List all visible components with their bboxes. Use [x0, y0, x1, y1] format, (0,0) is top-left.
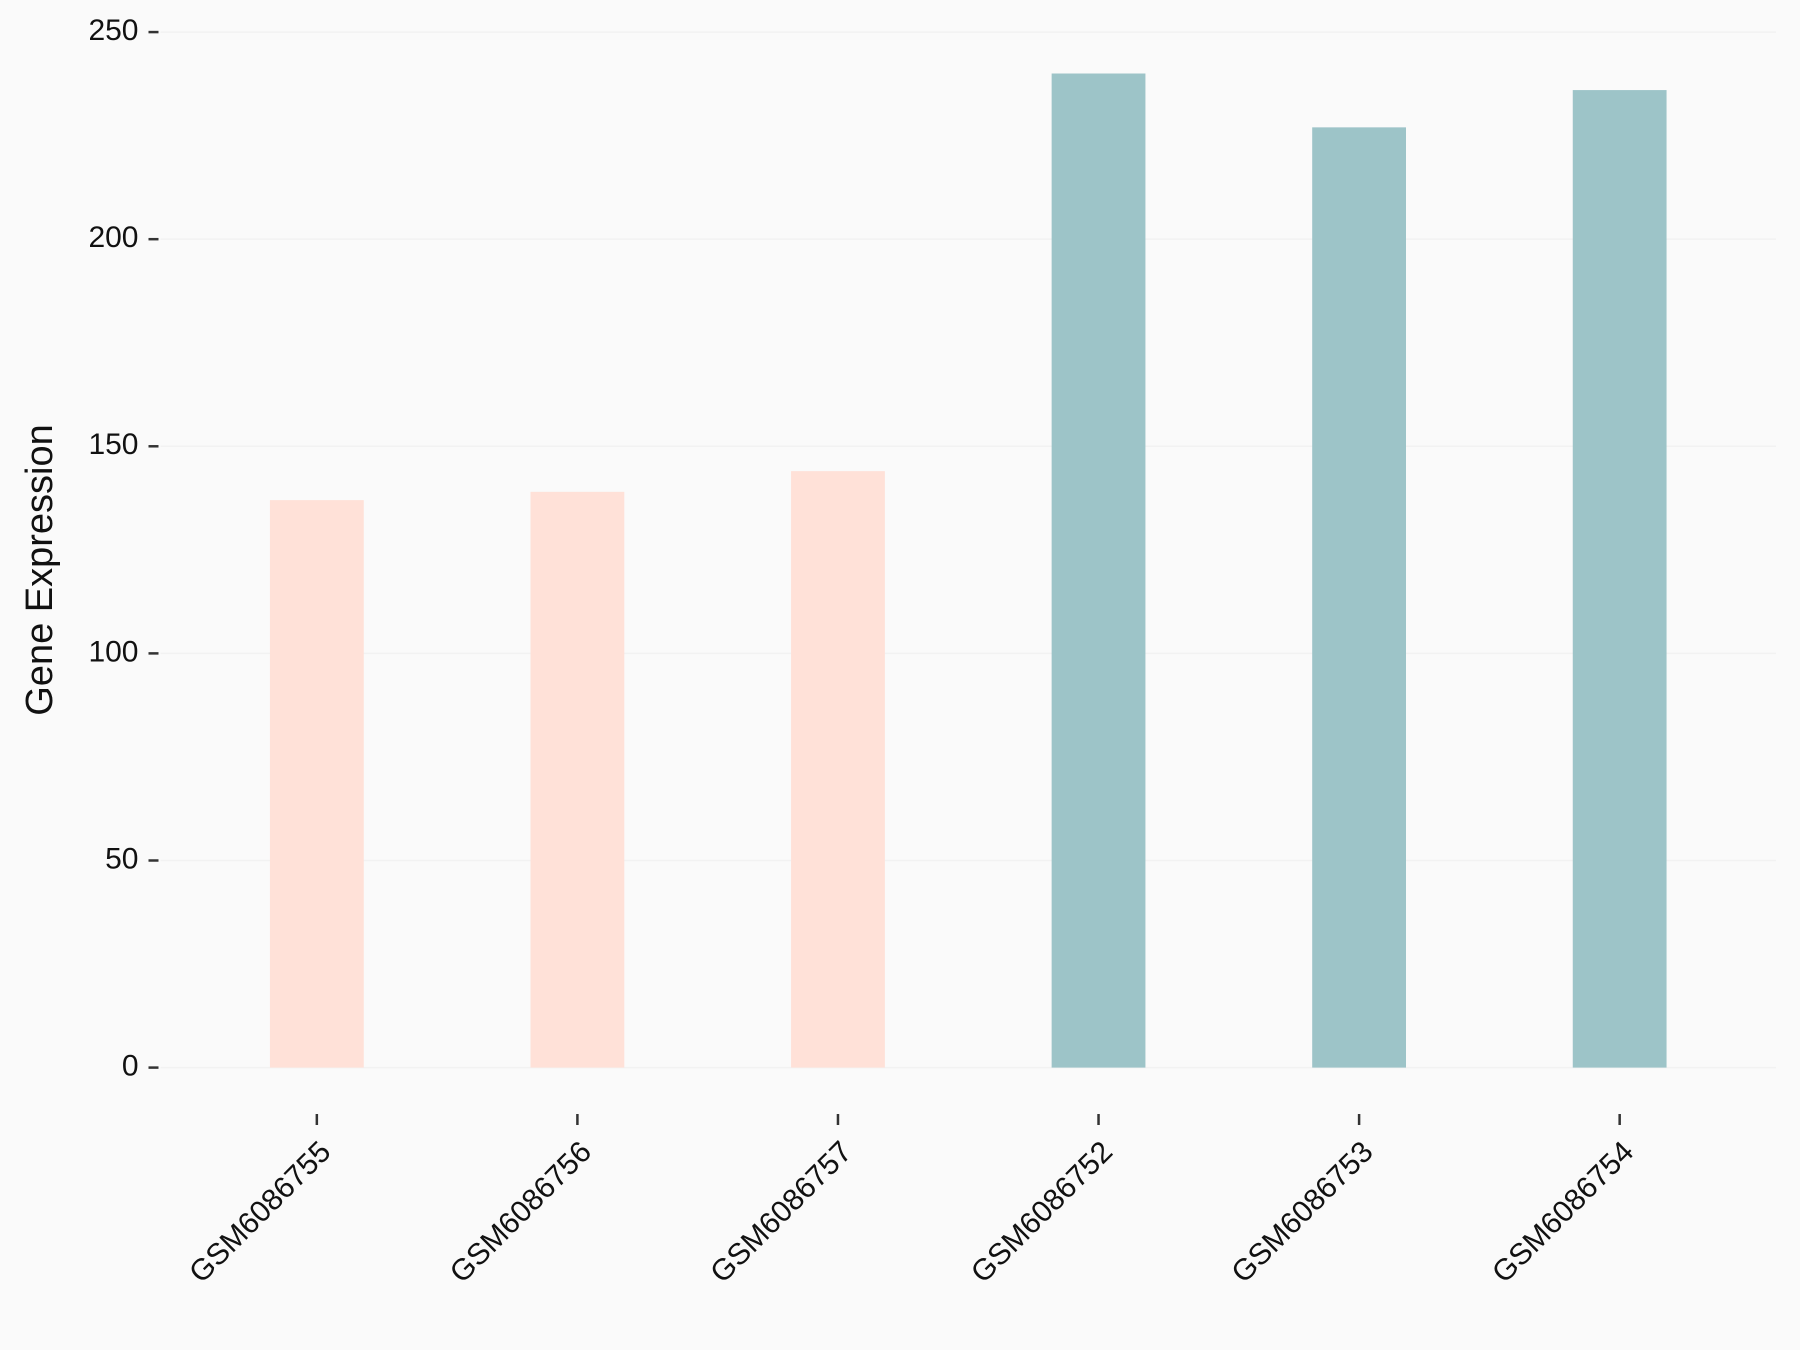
- y-tick-label: 250: [88, 14, 138, 47]
- bar: [530, 491, 625, 1068]
- bar: [269, 500, 364, 1068]
- y-tick-label: 200: [88, 221, 138, 254]
- bar: [1312, 127, 1406, 1068]
- bar: [1051, 73, 1146, 1068]
- y-tick-label: 0: [122, 1050, 139, 1083]
- bar: [1572, 90, 1667, 1068]
- y-tick-label: 50: [105, 842, 138, 875]
- bar: [791, 471, 885, 1068]
- y-tick-label: 100: [88, 635, 138, 668]
- y-axis-title: Gene Expression: [19, 424, 61, 716]
- y-tick-label: 150: [88, 428, 138, 461]
